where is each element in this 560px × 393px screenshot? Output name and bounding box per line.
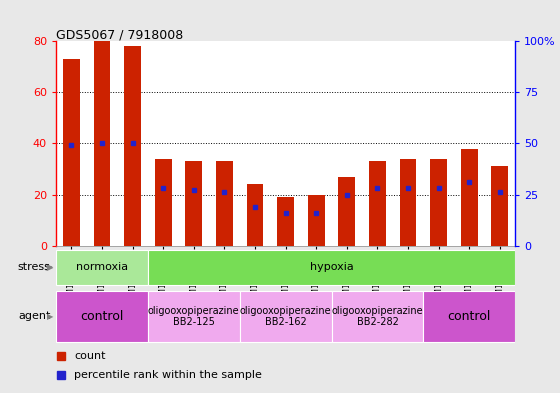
Bar: [369, 161, 386, 246]
Bar: [246, 184, 263, 246]
Text: ▶: ▶: [47, 312, 54, 321]
Bar: [332, 290, 423, 342]
Bar: [155, 159, 171, 246]
Bar: [124, 46, 141, 246]
Bar: [94, 41, 110, 246]
Text: oligooxopiperazine
BB2-125: oligooxopiperazine BB2-125: [148, 306, 240, 327]
Text: oligooxopiperazine
BB2-162: oligooxopiperazine BB2-162: [240, 306, 332, 327]
Text: control: control: [447, 310, 491, 323]
Text: normoxia: normoxia: [76, 262, 128, 272]
Text: control: control: [80, 310, 124, 323]
Bar: [56, 290, 148, 342]
Bar: [148, 250, 515, 285]
Bar: [216, 161, 233, 246]
Bar: [461, 149, 478, 246]
Bar: [56, 250, 148, 285]
Text: percentile rank within the sample: percentile rank within the sample: [74, 370, 262, 380]
Bar: [308, 195, 325, 246]
Bar: [430, 159, 447, 246]
Bar: [240, 290, 332, 342]
Bar: [400, 159, 417, 246]
Text: GDS5067 / 7918008: GDS5067 / 7918008: [56, 28, 183, 41]
Bar: [492, 166, 508, 246]
Text: ▶: ▶: [47, 263, 54, 272]
Text: hypoxia: hypoxia: [310, 262, 353, 272]
Bar: [148, 290, 240, 342]
Text: count: count: [74, 351, 106, 361]
Bar: [338, 176, 355, 246]
Bar: [277, 197, 294, 246]
Text: stress: stress: [17, 262, 50, 272]
Text: oligooxopiperazine
BB2-282: oligooxopiperazine BB2-282: [332, 306, 423, 327]
Text: agent: agent: [18, 311, 50, 321]
Bar: [63, 59, 80, 246]
Bar: [423, 290, 515, 342]
Bar: [185, 161, 202, 246]
